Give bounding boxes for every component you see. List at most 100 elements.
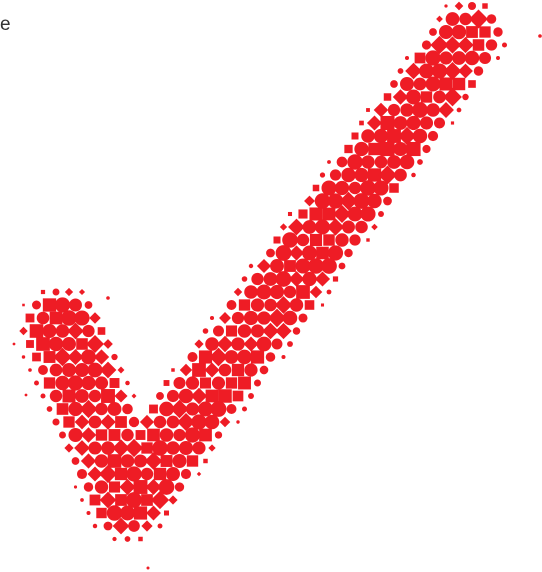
halftone-dot (108, 429, 121, 441)
halftone-dot (265, 352, 276, 362)
halftone-dot (431, 63, 448, 79)
halftone-dot (373, 180, 389, 196)
halftone-dot (354, 167, 369, 183)
halftone-dot (22, 303, 25, 307)
halftone-dot (43, 377, 56, 389)
halftone-dot (153, 415, 167, 429)
halftone-dot (26, 340, 34, 348)
halftone-dot (283, 285, 297, 299)
halftone-dot (335, 233, 349, 247)
halftone-dot (451, 24, 467, 40)
halftone-dot (97, 327, 106, 335)
halftone-dot (187, 351, 198, 363)
halftone-dot (405, 62, 422, 80)
halftone-dot (147, 428, 160, 442)
halftone-dot (237, 324, 252, 338)
halftone-dot (439, 77, 453, 91)
halftone-dot (198, 350, 213, 364)
halftone-dot (338, 262, 346, 270)
halftone-dot (392, 89, 409, 105)
halftone-dot (166, 415, 180, 429)
halftone-dot (225, 325, 238, 337)
halftone-dot (360, 206, 376, 222)
halftone-dot (209, 315, 215, 321)
halftone-dot (31, 300, 42, 310)
halftone-dot (231, 363, 245, 377)
halftone-dot (152, 440, 168, 456)
halftone-dot (319, 172, 326, 178)
halftone-dot (267, 308, 287, 328)
halftone-dot (387, 103, 401, 117)
halftone-dot (141, 494, 153, 506)
halftone-dot (468, 80, 476, 88)
halftone-dot (355, 220, 368, 234)
halftone-dot (347, 206, 363, 222)
halftone-dot (79, 399, 98, 419)
halftone-dot (87, 362, 103, 378)
halftone-dot (124, 536, 131, 542)
halftone-dot (427, 130, 439, 142)
halftone-dot (244, 363, 258, 377)
halftone-dot (309, 207, 323, 221)
halftone-dot (254, 379, 261, 387)
halftone-dot (74, 414, 90, 430)
halftone-dot (314, 271, 331, 287)
halftone-dot (380, 115, 395, 131)
halftone-dot (128, 520, 140, 532)
halftone-dot (485, 39, 498, 51)
halftone-dot (199, 428, 212, 442)
halftone-dot (84, 301, 93, 309)
halftone-dot (19, 326, 28, 336)
halftone-dot (243, 310, 259, 326)
halftone-dot (458, 63, 473, 79)
halftone-dot (417, 159, 423, 165)
halftone-dot (256, 284, 272, 300)
halftone-dot (124, 438, 144, 458)
halftone-dot (308, 258, 324, 274)
halftone-dot (383, 196, 392, 206)
halftone-dot (210, 401, 227, 417)
halftone-dot (538, 34, 542, 38)
halftone-dot (452, 77, 466, 91)
halftone-dot (425, 50, 441, 66)
halftone-dot (185, 402, 200, 416)
halftone-dot (78, 288, 86, 296)
halftone-dot (38, 365, 48, 375)
halftone-dot (12, 342, 16, 346)
halftone-dot (353, 193, 370, 209)
halftone-dot (263, 272, 278, 286)
halftone-dot (149, 404, 158, 414)
halftone-dot (178, 388, 194, 404)
halftone-dot (243, 336, 259, 352)
halftone-dot (344, 144, 353, 154)
halftone-dot (202, 328, 209, 334)
halftone-dot (53, 347, 72, 367)
halftone-dot (361, 129, 375, 143)
halftone-dot (131, 393, 137, 399)
halftone-dot (380, 141, 395, 157)
halftone-dot (321, 258, 337, 274)
halftone-dot (40, 393, 46, 399)
halftone-dot (177, 413, 195, 431)
halftone-dot (196, 471, 202, 477)
halftone-dot (256, 336, 272, 352)
halftone-dot (248, 393, 254, 399)
halftone-dot (242, 406, 247, 412)
halftone-dot (144, 452, 163, 470)
halftone-dot (133, 454, 148, 468)
halftone-dot (270, 259, 284, 273)
halftone-dot (467, 1, 477, 11)
halftone-dot (241, 276, 248, 282)
halftone-dot (128, 416, 140, 428)
halftone-dot (163, 510, 170, 516)
halftone-dot (101, 389, 115, 403)
halftone-dot (309, 285, 323, 299)
halftone-dot (288, 218, 305, 236)
halftone-dot (269, 284, 285, 300)
halftone-dot (49, 389, 63, 403)
halftone-dot (464, 50, 480, 66)
halftone-dot (62, 389, 76, 403)
halftone-dot (367, 168, 382, 182)
halftone-dot (397, 68, 404, 74)
halftone-dot (400, 103, 414, 117)
